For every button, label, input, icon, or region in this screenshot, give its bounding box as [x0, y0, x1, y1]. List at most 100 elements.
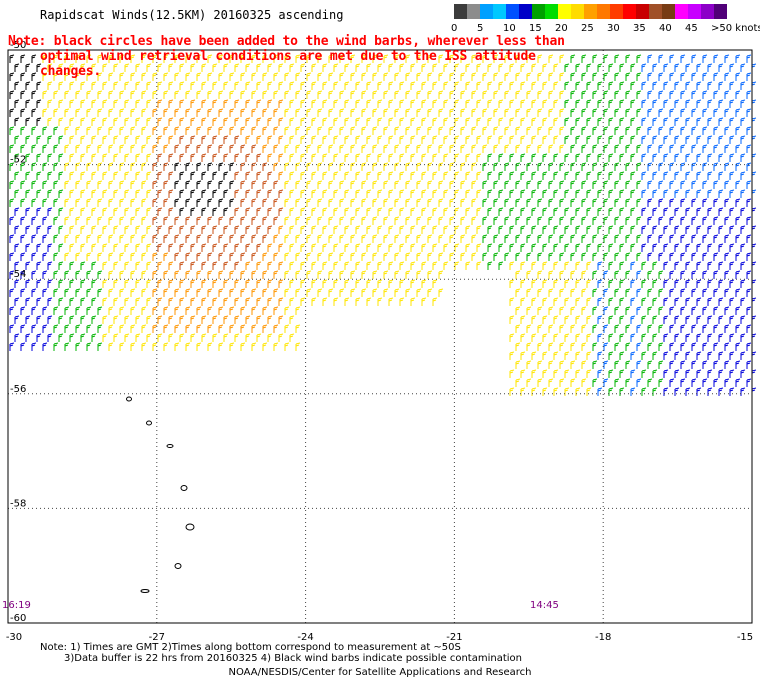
wind-barb — [548, 342, 554, 351]
wind-barb — [311, 207, 317, 216]
wind-barb — [713, 234, 719, 243]
wind-barb — [388, 171, 394, 180]
wind-barb — [25, 243, 31, 252]
wind-barb — [311, 279, 317, 288]
legend-swatch — [701, 4, 714, 19]
wind-barb — [75, 144, 81, 153]
wind-barb — [212, 135, 218, 144]
wind-barb — [383, 54, 389, 63]
wind-barb — [520, 297, 526, 306]
wind-barb — [746, 324, 752, 333]
wind-barb — [663, 333, 669, 342]
wind-barb — [190, 135, 196, 144]
wind-barb — [641, 243, 647, 252]
wind-barb — [47, 189, 53, 198]
wind-barb — [196, 216, 202, 225]
wind-barb — [130, 216, 136, 225]
wind-barb — [531, 333, 537, 342]
wind-barb — [713, 252, 719, 261]
wind-barb — [476, 63, 482, 72]
wind-barb — [119, 72, 125, 81]
wind-barb — [179, 279, 185, 288]
wind-barb — [69, 189, 75, 198]
wind-barb — [707, 99, 713, 108]
wind-barb — [498, 99, 504, 108]
wind-barb — [410, 99, 416, 108]
wind-barb — [69, 225, 75, 234]
wind-barb — [641, 189, 647, 198]
wind-barb — [97, 180, 103, 189]
wind-barb — [201, 279, 207, 288]
wind-barb — [614, 252, 620, 261]
wind-barb — [559, 72, 565, 81]
wind-barb — [691, 378, 697, 387]
wind-barb — [515, 270, 521, 279]
wind-barb — [449, 216, 455, 225]
wind-barb — [636, 252, 642, 261]
wind-barb — [416, 108, 422, 117]
wind-barb — [680, 198, 686, 207]
wind-barb — [355, 279, 361, 288]
wind-barb — [713, 378, 719, 387]
wind-barb — [735, 72, 741, 81]
wind-barb — [443, 171, 449, 180]
wind-barb — [328, 72, 334, 81]
wind-barb — [592, 252, 598, 261]
wind-barb — [300, 153, 306, 162]
wind-barb — [179, 81, 185, 90]
wind-barb — [218, 108, 224, 117]
wind-barb — [119, 108, 125, 117]
wind-barb — [124, 225, 130, 234]
wind-barb — [735, 144, 741, 153]
wind-barb — [394, 126, 400, 135]
wind-barb — [658, 198, 664, 207]
wind-barb — [377, 171, 383, 180]
wind-barb — [190, 279, 196, 288]
wind-barb — [454, 207, 460, 216]
wind-barb — [64, 126, 70, 135]
wind-barb — [306, 90, 312, 99]
wind-barb — [86, 162, 92, 171]
wind-barb — [603, 378, 609, 387]
wind-barb — [42, 108, 48, 117]
wind-barb — [124, 63, 130, 72]
wind-barb — [702, 54, 708, 63]
wind-barb — [630, 117, 636, 126]
wind-barb — [570, 126, 576, 135]
wind-barb — [515, 234, 521, 243]
wind-barb — [658, 342, 664, 351]
wind-barb — [168, 135, 174, 144]
wind-barb — [652, 81, 658, 90]
wind-barb — [20, 180, 26, 189]
wind-barb — [58, 63, 64, 72]
wind-barb — [108, 342, 114, 351]
wind-barb — [608, 81, 614, 90]
wind-barb — [113, 225, 119, 234]
wind-barb — [570, 360, 576, 369]
wind-barb — [564, 297, 570, 306]
wind-barb — [179, 63, 185, 72]
wind-barb — [493, 180, 499, 189]
wind-barb — [130, 144, 136, 153]
wind-barb — [141, 324, 147, 333]
wind-barb — [592, 234, 598, 243]
wind-barb — [399, 153, 405, 162]
wind-barb — [427, 270, 433, 279]
contamination-note: Note: black circles have been added to t… — [8, 34, 568, 79]
wind-barb — [421, 297, 427, 306]
wind-barb — [234, 225, 240, 234]
wind-barb — [174, 90, 180, 99]
wind-barb — [174, 144, 180, 153]
wind-barb — [553, 63, 559, 72]
wind-barb — [696, 297, 702, 306]
wind-barb — [680, 342, 686, 351]
wind-barb — [306, 162, 312, 171]
wind-barb — [234, 333, 240, 342]
wind-barb — [636, 162, 642, 171]
wind-barb — [361, 234, 367, 243]
wind-barb — [548, 108, 554, 117]
wind-barb — [619, 153, 625, 162]
legend-swatch — [558, 4, 571, 19]
wind-barb — [421, 81, 427, 90]
wind-barb — [306, 126, 312, 135]
